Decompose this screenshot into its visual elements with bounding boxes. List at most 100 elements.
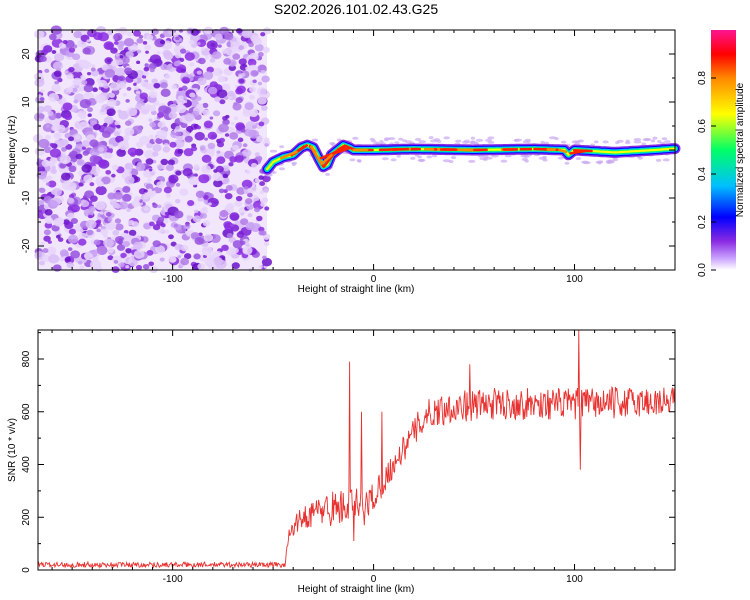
noise-blob [184,135,193,143]
noise-blob [254,207,260,213]
noise-blob [115,204,121,209]
noise-blob [45,182,50,186]
noise-blob [248,42,254,48]
noise-blob [201,164,212,174]
noise-blob [86,39,91,43]
noise-blob [93,123,101,131]
snr-y-label: SNR (10 * v/v) [7,418,18,482]
noise-blob [124,67,133,75]
noise-blob [116,243,126,251]
noise-blob [126,208,131,212]
trace-noise-blob [644,137,652,141]
noise-blob [248,129,260,139]
noise-blob [233,116,239,121]
noise-blob [242,149,252,157]
colorbar: 0.0 0.2 0.4 0.6 0.8 Normalized spectral ampl… [697,30,746,277]
trace-hot-segment [279,150,298,160]
noise-blob [217,75,226,83]
noise-blob [44,209,53,216]
noise-blob [106,108,116,117]
noise-blob [98,147,105,153]
noise-blob [264,143,269,147]
noise-blob [114,120,121,126]
noise-blob [148,62,157,70]
noise-blob [212,110,221,117]
snr-series-line [37,329,675,569]
noise-blob [171,84,177,90]
noise-blob [155,245,166,254]
noise-blob [219,210,229,218]
noise-blob [218,188,225,194]
noise-blob [127,220,135,226]
noise-blob [123,256,133,265]
trace-noise-blob [433,138,440,142]
noise-blob [131,125,143,135]
noise-blob [60,250,70,258]
noise-blob [264,206,270,211]
trace-noise-blob [325,172,331,176]
noise-blob [245,169,251,174]
noise-blob [52,187,62,197]
noise-blob [47,110,54,116]
noise-blob [196,42,201,46]
noise-blob [125,99,130,103]
noise-blob [197,77,207,86]
noise-blob [263,241,270,247]
noise-blob [142,263,150,270]
noise-blob [250,70,259,77]
snr-x-tick-label: 100 [566,574,583,585]
noise-blob [143,222,151,230]
noise-blob [113,131,120,137]
noise-blob [209,57,216,63]
trace-noise-blob [652,136,658,140]
noise-blob [103,238,114,248]
trace-noise-blob [384,138,389,142]
noise-blob [160,158,169,166]
noise-blob [87,113,92,117]
trace-noise-blob [483,155,489,159]
noise-blob [232,144,240,151]
noise-blob [85,92,90,97]
trace-hot-segment [557,148,568,154]
noise-blob [224,32,234,41]
trace-noise-blob [602,140,609,144]
noise-blob [70,250,81,259]
noise-blob [103,122,108,127]
noise-blob [124,176,135,185]
colorbar-tick-label: 0.2 [697,215,708,229]
noise-blob [36,105,46,113]
noise-blob [203,254,207,258]
figure-title: S202.2026.101.02.43.G25 [274,1,438,17]
noise-blob [160,223,166,228]
noise-blob [122,193,132,202]
noise-blob [44,217,54,224]
noise-blob [71,85,76,89]
noise-blob [198,174,210,184]
trace-noise-blob [278,167,286,171]
noise-blob [38,187,46,194]
spectrogram-signal-trace [261,136,681,177]
noise-blob [64,113,73,121]
noise-blob [206,40,218,50]
noise-blob [244,186,249,190]
noise-blob [254,155,263,162]
noise-blob [103,83,109,89]
noise-blob [223,189,228,194]
noise-blob [174,139,185,149]
trace-noise-blob [418,140,427,144]
colorbar-tick-label: 0.4 [697,167,708,181]
noise-blob [113,41,119,45]
noise-blob [148,261,154,267]
noise-blob [163,143,169,147]
noise-blob [79,99,91,109]
noise-blob [224,133,230,137]
noise-blob [87,107,94,113]
noise-blob [133,78,138,83]
noise-blob [54,80,60,85]
trace-noise-blob [398,137,404,141]
noise-blob [62,39,68,45]
noise-blob [80,200,90,208]
noise-blob [68,228,76,235]
noise-blob [88,214,93,219]
colorbar-tick-label: 0.6 [697,119,708,133]
